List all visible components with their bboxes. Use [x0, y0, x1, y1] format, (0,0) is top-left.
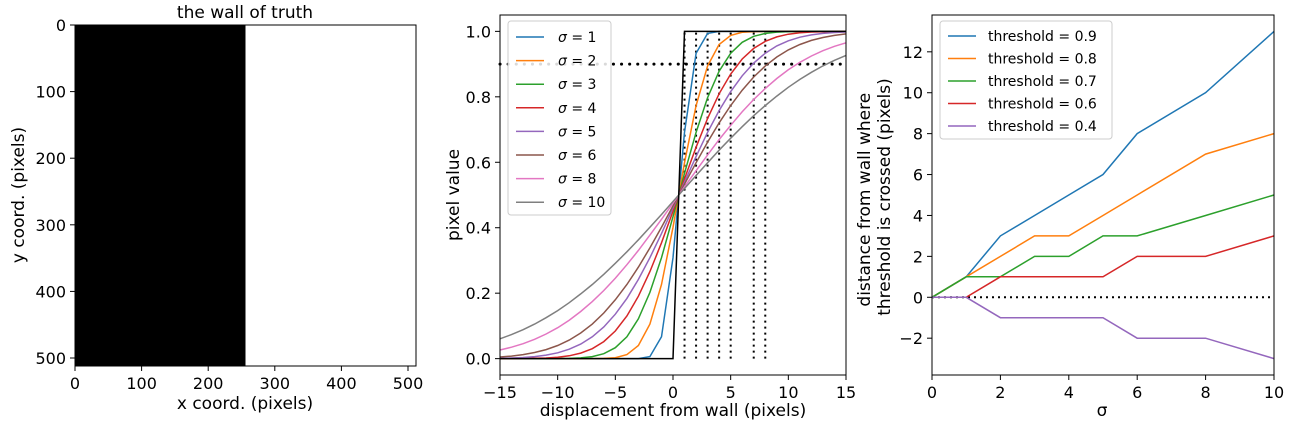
- y-tick-label: 1.0: [466, 22, 491, 41]
- x-tick-label: 10: [778, 383, 798, 402]
- panel3-y-label-line1: distance from wall where: [855, 93, 875, 307]
- panel1-x-ticks: 0 100 200 300 400 500: [70, 366, 423, 393]
- panel1-frame: [74, 24, 417, 367]
- panel2-x-label: displacement from wall (pixels): [540, 401, 806, 421]
- series-line-sigma-5: [499, 31, 847, 360]
- panel3-x-label: σ: [1097, 401, 1108, 421]
- y-tick-label: 0: [913, 288, 923, 307]
- legend-entry: σ = 3: [558, 77, 596, 93]
- y-tick-label: −2: [899, 329, 923, 348]
- legend-entry: threshold = 0.7: [988, 74, 1097, 90]
- legend-entry: threshold = 0.8: [988, 52, 1097, 68]
- y-tick-label: 400: [35, 282, 66, 301]
- legend-entry: σ = 2: [558, 54, 596, 70]
- x-tick-label: 300: [260, 374, 291, 393]
- legend-box: [939, 20, 1113, 140]
- x-tick-label: 0: [668, 383, 678, 402]
- panel3-legend: threshold = 0.9 threshold = 0.8 threshold …: [939, 20, 1113, 140]
- legend-entry: σ = 6: [558, 148, 597, 164]
- legend-box: [507, 20, 612, 216]
- panel-profiles: −15 −10 −5 0 5 10 15 0.00.20.40.60.81.0 σ = 1σ…: [444, 14, 856, 421]
- x-tick-label: 6: [1132, 383, 1142, 402]
- panel3-x-ticks: 0 2 4 6 8 10: [927, 375, 1284, 402]
- y-tick-label: 2: [913, 247, 923, 266]
- panel1-y-ticks: 0 100 200 300 400 500: [35, 16, 75, 368]
- wall-light-region: [245, 25, 416, 366]
- series-line-sigma-6: [499, 33, 847, 358]
- series-line-sigma-8: [499, 42, 847, 351]
- x-tick-label: 15: [836, 383, 856, 402]
- x-tick-label: −10: [541, 383, 575, 402]
- y-tick-label: 0.6: [466, 153, 491, 172]
- y-tick-label: 8: [913, 125, 923, 144]
- y-tick-label: 500: [35, 349, 66, 368]
- x-tick-label: 4: [1064, 383, 1074, 402]
- legend-entry: σ = 1: [558, 30, 596, 46]
- series-line-sigma-4: [500, 30, 847, 360]
- x-tick-label: 10: [1264, 383, 1284, 402]
- legend-entry: threshold = 0.6: [988, 97, 1097, 113]
- legend-entry: threshold = 0.9: [988, 29, 1097, 45]
- y-tick-label: 200: [35, 149, 66, 168]
- threshold-series-line-1: [931, 132, 1275, 298]
- y-tick-label: 0.2: [466, 284, 491, 303]
- y-tick-label: 6: [913, 166, 923, 185]
- legend-entry: σ = 8: [558, 172, 596, 188]
- legend-entry: threshold = 0.4: [988, 119, 1097, 135]
- threshold-series-line-4: [932, 296, 1275, 360]
- panel1-title: the wall of truth: [177, 3, 313, 23]
- x-tick-label: 100: [126, 374, 157, 393]
- y-tick-label: 0.4: [466, 219, 491, 238]
- x-tick-label: 8: [1201, 383, 1211, 402]
- wall-dark-region: [75, 25, 246, 366]
- x-tick-label: 200: [193, 374, 224, 393]
- legend-entry: σ = 10: [558, 195, 605, 211]
- y-tick-label: 0: [56, 16, 66, 35]
- panel3-y-label: distance from wall where threshold is cr…: [855, 78, 895, 316]
- panel2-y-label: pixel value: [444, 149, 464, 241]
- panel2-x-ticks: −15 −10 −5 0 5 10 15: [483, 375, 856, 402]
- panel3-plot-area: [931, 30, 1275, 360]
- x-tick-label: −5: [604, 383, 628, 402]
- panel-wall-image: the wall of truth 0 100 200 300 400 500 0 100 2…: [9, 3, 423, 414]
- threshold-series-line-2: [931, 194, 1275, 298]
- y-tick-label: 0.0: [466, 350, 491, 369]
- panel2-legend: σ = 1 σ = 2 σ = 3 σ = 4 σ = 5 σ = 6 σ = 8 σ = 1…: [507, 20, 612, 216]
- legend-entry: σ = 4: [558, 101, 597, 117]
- threshold-series-line-3: [932, 235, 1275, 299]
- y-tick-label: 100: [35, 83, 66, 102]
- legend-entry: σ = 5: [558, 124, 596, 140]
- y-tick-label: 12: [903, 43, 923, 62]
- panel1-y-label: y coord. (pixels): [9, 127, 29, 263]
- threshold-series-line-0: [931, 30, 1275, 298]
- x-tick-label: 5: [726, 383, 736, 402]
- y-tick-label: 10: [903, 84, 923, 103]
- panel3-frame: [931, 14, 1275, 376]
- y-tick-label: 0.8: [466, 88, 491, 107]
- x-tick-label: 0: [70, 374, 80, 393]
- x-tick-label: 500: [393, 374, 424, 393]
- x-tick-label: 400: [326, 374, 357, 393]
- x-tick-label: −15: [483, 383, 517, 402]
- step-line: [500, 30, 846, 360]
- series-line-sigma-10: [499, 54, 847, 340]
- panel1-x-label: x coord. (pixels): [177, 394, 313, 414]
- y-tick-label: 4: [913, 206, 923, 225]
- panel3-y-label-line2: threshold is crossed (pixels): [875, 78, 895, 316]
- y-tick-label: 300: [35, 216, 66, 235]
- x-tick-label: 0: [927, 383, 937, 402]
- x-tick-label: 2: [995, 383, 1005, 402]
- panel3-y-ticks: −2 0 2 4 6 8 10 12: [899, 43, 932, 348]
- panel2-y-ticks: 0.0 0.2 0.4 0.6 0.8 1.0: [466, 22, 500, 369]
